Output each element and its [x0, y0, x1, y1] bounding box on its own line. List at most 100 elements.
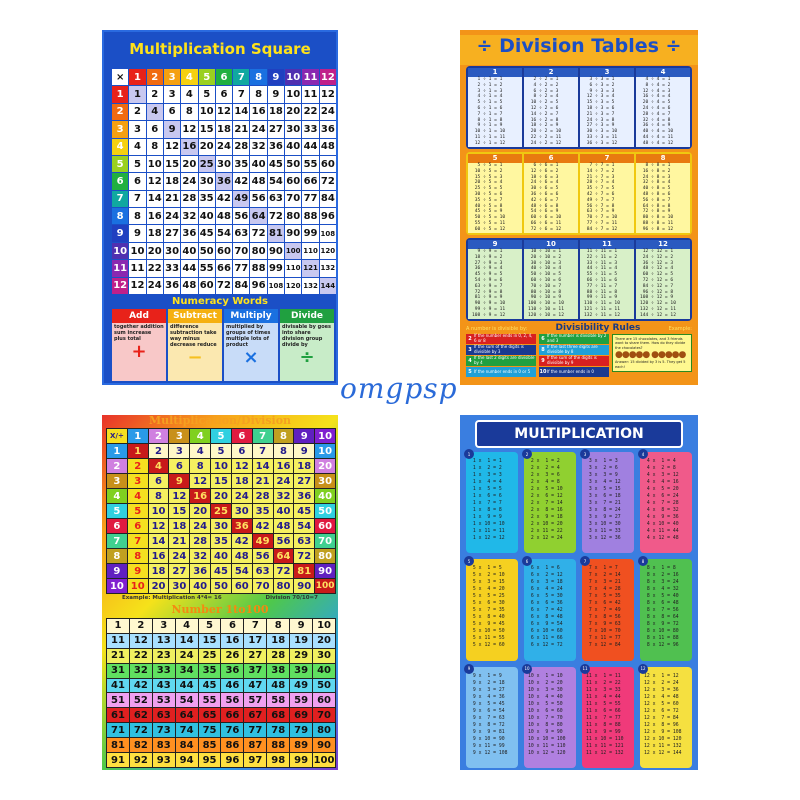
grid-cell: 66 — [302, 173, 319, 190]
number-cell: 38 — [267, 663, 290, 678]
times-table-card-7: 7 7 x 1 = 7 7 x 2 = 14 7 x 3 = 21 7 x 4 … — [580, 556, 634, 661]
grid-cell: 49 — [252, 534, 273, 548]
rule-row: 5 If the number ends in 0 or 5 — [466, 367, 536, 377]
grid-cell: 10 — [198, 103, 215, 121]
grid-cell: 45 — [211, 564, 231, 578]
number-cell: 50 — [313, 678, 335, 693]
number-cell: 20 — [313, 633, 335, 648]
grid-cell: 21 — [169, 534, 190, 548]
number-cell: 25 — [198, 648, 221, 663]
grid-cell: 20 — [181, 155, 198, 173]
grid-header-cell: 2 — [107, 459, 127, 473]
grid-cell: 35 — [233, 155, 250, 173]
table-lines: 1 x 1 = 1 1 x 2 = 2 1 x 3 = 3 1 x 4 = 4 … — [472, 459, 505, 541]
number-cell: 31 — [107, 663, 129, 678]
table-lines: 9 x 1 = 9 9 x 2 = 18 9 x 3 = 27 9 x 4 = … — [472, 673, 508, 756]
grid-cell: 3 — [169, 444, 190, 458]
number-cell: 3 — [152, 619, 175, 633]
number-cell: 60 — [313, 693, 335, 708]
grid-cell: 70 — [315, 534, 335, 548]
number-cell: 10 — [313, 619, 335, 633]
grid-cell: 12 — [146, 173, 163, 190]
grid-header-cell: 12 — [319, 69, 336, 86]
times-table-card-3: 3 3 x 1 = 3 3 x 2 = 6 3 x 3 = 9 3 x 4 = … — [580, 449, 634, 554]
grid-cell: 36 — [190, 564, 211, 578]
grid-cell: 8 — [146, 138, 163, 155]
grid-cell: 2 — [146, 86, 163, 103]
table-lines: 6 x 1 = 6 6 x 2 = 12 6 x 3 = 18 6 x 4 = … — [530, 566, 563, 649]
grid-cell: 3 — [127, 474, 148, 488]
table-lines: 10 x 1 = 10 10 x 2 = 20 10 x 3 = 30 10 x… — [528, 673, 566, 756]
times-table-card-4: 4 4 x 1 = 4 4 x 2 = 8 4 x 3 = 12 4 x 4 =… — [638, 449, 692, 554]
grid-cell: 4 — [127, 489, 148, 503]
grid-header-cell: 8 — [273, 429, 294, 443]
grid-cell: 80 — [273, 579, 294, 593]
grid-header-cell: 3 — [107, 474, 127, 488]
number-cell: 87 — [244, 738, 267, 753]
grid-cell: 36 — [215, 173, 233, 190]
grid-cell: 24 — [319, 103, 336, 121]
number-cell: 81 — [107, 738, 129, 753]
rule-number: 3 — [468, 346, 472, 353]
grid-cell: 40 — [250, 155, 267, 173]
division-table-6: 6 6 ÷ 6 = 1 12 ÷ 6 = 2 18 ÷ 6 = 3 24 ÷ 6… — [524, 154, 578, 233]
number-cell: 11 — [107, 633, 129, 648]
chocolate-icons: ●●●●● ●●●●● — [615, 350, 686, 361]
number-cell: 13 — [152, 633, 175, 648]
grid-cell: 80 — [315, 549, 335, 563]
grid-cell: 1 — [129, 86, 146, 103]
grid-cell: 50 — [198, 242, 215, 260]
grid-cell: 4 — [129, 138, 146, 155]
number-chart-title: Number 1to100 — [171, 603, 269, 616]
grid-cell: 84 — [319, 190, 336, 208]
grid-cell: 42 — [215, 190, 233, 208]
grid-cell: 18 — [294, 459, 315, 473]
division-table-12: 12 12 ÷ 12 = 1 24 ÷ 12 = 2 36 ÷ 12 = 3 4… — [636, 240, 690, 319]
grid-cell: 9 — [127, 564, 148, 578]
grid-cell: 66 — [215, 260, 233, 277]
times-table-card-5: 5 5 x 1 = 5 5 x 2 = 10 5 x 3 = 15 5 x 4 … — [464, 556, 518, 661]
number-cell: 75 — [198, 723, 221, 738]
table-header: 5 — [468, 154, 522, 163]
division-table-7: 7 7 ÷ 7 = 1 14 ÷ 7 = 2 21 ÷ 7 = 3 28 ÷ 7… — [580, 154, 634, 233]
number-cell: 43 — [152, 678, 175, 693]
grid-cell: 48 — [231, 549, 252, 563]
grid-cell: 21 — [233, 121, 250, 138]
grid-cell: 30 — [231, 504, 252, 518]
number-cell: 33 — [152, 663, 175, 678]
grid-cell: 40 — [315, 489, 335, 503]
grid-cell: 54 — [215, 225, 233, 242]
example-multiplication: Example: Multiplication 4*4= 16 — [122, 595, 222, 601]
rule-row: 8 If the last three digits are divisible … — [539, 345, 609, 355]
grid-header-cell: 4 — [190, 429, 211, 443]
word-list: multiplied by groups of times multiple l… — [226, 324, 271, 348]
grid-cell: 6 — [231, 444, 252, 458]
symbol-icon: − — [187, 347, 203, 368]
grid-cell: 24 — [250, 121, 267, 138]
grid-cell: 64 — [250, 208, 267, 225]
division-table-11: 11 11 ÷ 11 = 1 22 ÷ 11 = 2 33 ÷ 11 = 3 4… — [580, 240, 634, 319]
grid-cell: 24 — [190, 519, 211, 533]
rule-text: If the last three digits are divisible b… — [547, 344, 598, 354]
grid-cell: 14 — [148, 534, 169, 548]
grid-cell: 44 — [302, 138, 319, 155]
number-cell: 91 — [107, 753, 129, 767]
grid-cell: 20 — [190, 504, 211, 518]
grid-cell: 80 — [285, 208, 302, 225]
number-cell: 23 — [152, 648, 175, 663]
table-lines: 3 ÷ 3 = 1 6 ÷ 3 = 2 9 ÷ 3 = 3 12 ÷ 3 = 4… — [586, 77, 618, 146]
grid-cell: 4 — [181, 86, 198, 103]
grid-cell: 63 — [267, 190, 285, 208]
grid-header-cell: 8 — [112, 208, 129, 225]
table-badge: 10 — [522, 663, 532, 674]
grid-cell: 8 — [190, 459, 211, 473]
grid-cell: 80 — [250, 242, 267, 260]
multiplication-grid: × 1 2 3 4 5 6 7 8 9 10 11 12 1 1 2 3 4 5 6 7 8 9 10 11 12 2 2 4 6 8 10 1… — [112, 69, 336, 294]
grid-cell: 72 — [215, 277, 233, 294]
grid-header-cell: 4 — [181, 69, 198, 86]
numeracy-word-add: Add together addition sum increase plus t… — [112, 309, 166, 381]
grid-cell: 90 — [267, 242, 285, 260]
number-cell: 74 — [175, 723, 198, 738]
number-cell: 88 — [267, 738, 290, 753]
number-cell: 64 — [175, 708, 198, 723]
